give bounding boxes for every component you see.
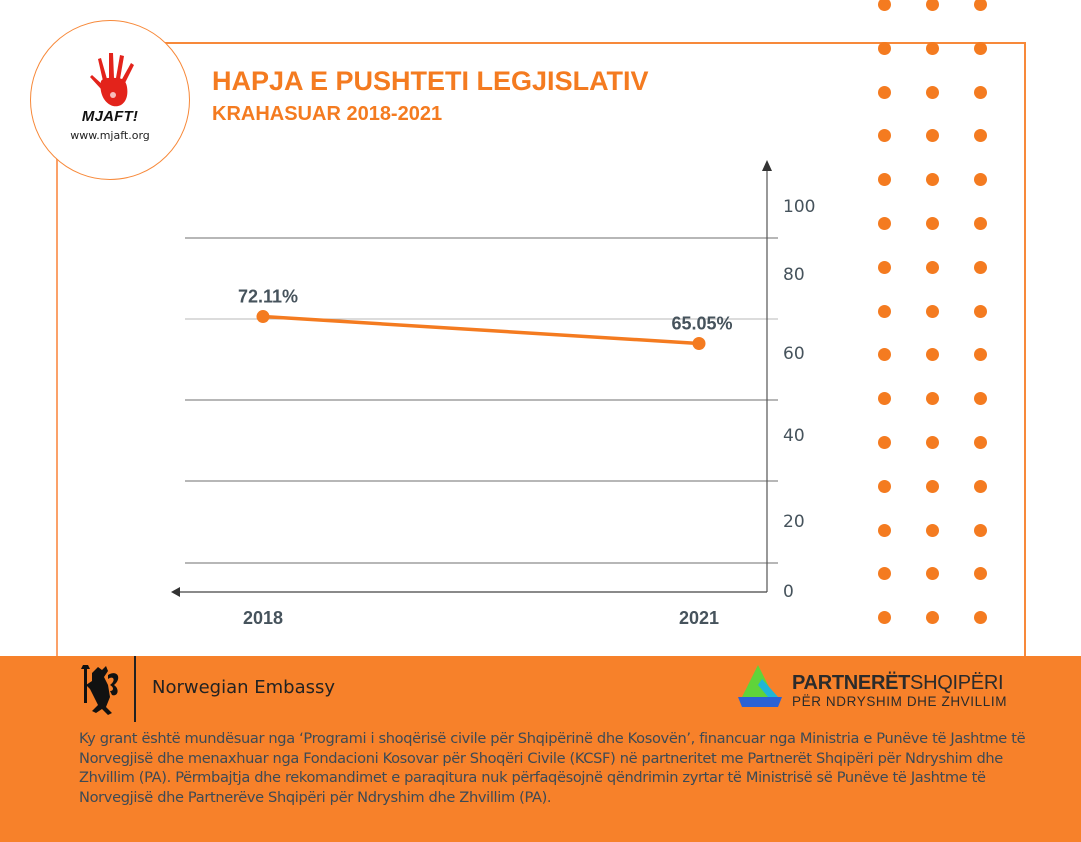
norwegian-lion-crest-icon (81, 665, 119, 715)
red-hand-icon (90, 53, 134, 107)
decorative-dot (974, 392, 987, 406)
decorative-dot (974, 611, 987, 625)
decorative-dot (926, 304, 939, 318)
decorative-dot (878, 304, 891, 318)
footer-divider (134, 656, 136, 722)
decorative-dot (974, 217, 987, 230)
decorative-dot (974, 260, 987, 274)
decorative-dot (878, 479, 891, 493)
decorative-dot (878, 0, 891, 11)
decorative-dot (926, 611, 939, 625)
decorative-dot (878, 436, 891, 449)
y-tick-label: 20 (783, 512, 805, 532)
x-tick-label: 2021 (679, 608, 719, 628)
decorative-dot (974, 304, 987, 318)
y-tick-labels: 0 20 40 60 80 100 (783, 197, 815, 602)
decorative-dot (878, 129, 891, 143)
decorative-dot (974, 41, 987, 55)
y-tick-label: 80 (783, 265, 805, 285)
decorative-dot-pattern (878, 0, 988, 630)
data-point (256, 310, 270, 324)
decorative-dot (926, 217, 939, 230)
decorative-dot (926, 567, 939, 581)
decorative-dot (878, 217, 891, 230)
data-label: 72.11% (238, 287, 298, 307)
chart-subtitle: KRAHASUAR 2018-2021 (212, 103, 443, 125)
decorative-dot (878, 567, 891, 581)
partneret-shqiperi-logo-icon (738, 665, 782, 707)
decorative-dot (926, 479, 939, 493)
decorative-dot (926, 436, 939, 449)
decorative-dot (974, 436, 987, 449)
decorative-dot (878, 173, 891, 187)
decorative-dot (926, 173, 939, 187)
y-tick-label: 100 (783, 197, 815, 217)
data-point (692, 337, 706, 351)
decorative-dot (878, 85, 891, 99)
decorative-dot (926, 260, 939, 274)
decorative-dot (878, 348, 891, 362)
partner-name: PARTNERËTSHQIPËRI (792, 672, 1004, 695)
partner-name-bold: PARTNERËT (792, 672, 911, 694)
y-tick-label: 0 (783, 582, 794, 602)
frame-right-border (1024, 42, 1026, 656)
partner-tagline: PËR NDRYSHIM DHE ZHVILLIM (792, 694, 1008, 709)
decorative-dot (974, 129, 987, 143)
x-tick-labels: 2018 2021 (243, 608, 719, 628)
decorative-dot (974, 523, 987, 537)
decorative-dot (878, 392, 891, 406)
y-tick-label: 60 (783, 344, 805, 364)
data-series (256, 310, 706, 351)
disclaimer-text: Ky grant është mundësuar nga ‘Programi i… (79, 730, 1026, 806)
axes (171, 160, 772, 597)
decorative-dot (974, 348, 987, 362)
decorative-dot (974, 0, 987, 11)
frame-left-border (56, 150, 58, 656)
y-tick-label: 40 (783, 426, 805, 446)
decorative-dot (974, 479, 987, 493)
decorative-dot (926, 523, 939, 537)
x-axis-arrow-icon (171, 587, 180, 597)
decorative-dot (926, 85, 939, 99)
series-line (261, 314, 701, 346)
line-chart: 0 20 40 60 80 100 2018 2021 72.11% 65.05% (171, 160, 815, 628)
footer (0, 656, 1081, 842)
decorative-dot (926, 41, 939, 55)
decorative-dot (878, 611, 891, 625)
logo-name: MJAFT! (81, 108, 139, 125)
decorative-dot (974, 85, 987, 99)
data-labels: 72.11% 65.05% (238, 287, 733, 334)
decorative-dot (926, 0, 939, 11)
decorative-dot (974, 173, 987, 187)
decorative-dot (878, 523, 891, 537)
x-tick-label: 2018 (243, 608, 283, 628)
decorative-dot (926, 129, 939, 143)
decorative-dot (878, 260, 891, 274)
mjaft-logo: MJAFT! www.mjaft.org (30, 20, 190, 180)
data-label: 65.05% (671, 314, 732, 334)
decorative-dot (974, 567, 987, 581)
chart-title: HAPJA E PUSHTETI LEGJISLATIV (212, 66, 649, 96)
norwegian-embassy-label: Norwegian Embassy (152, 677, 336, 698)
decorative-dot (926, 348, 939, 362)
decorative-dot (926, 392, 939, 406)
partner-name-light: SHQIPËRI (910, 672, 1004, 694)
logo-url[interactable]: www.mjaft.org (70, 129, 150, 142)
decorative-dot (878, 41, 891, 55)
y-axis-arrow-icon (762, 160, 772, 171)
frame-top-border (150, 42, 1026, 44)
